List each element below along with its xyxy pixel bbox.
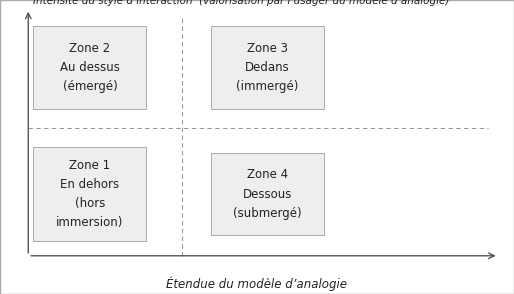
Text: Au dessus: Au dessus (60, 61, 120, 74)
Bar (33, 147, 146, 241)
Text: immersion): immersion) (56, 216, 124, 229)
Bar (211, 26, 324, 109)
Text: Zone 3: Zone 3 (247, 42, 288, 55)
Text: Zone 1: Zone 1 (69, 159, 111, 172)
Text: Intensité du style d’interaction  (valorisation par l’usager du modèle d’analogi: Intensité du style d’interaction (valori… (33, 0, 450, 6)
Text: Zone 2: Zone 2 (69, 42, 111, 55)
Text: (hors: (hors (75, 197, 105, 210)
Text: (immergé): (immergé) (236, 80, 299, 93)
Bar (33, 26, 146, 109)
Bar (211, 153, 324, 235)
Text: Étendue du modèle d’analogie: Étendue du modèle d’analogie (167, 277, 347, 291)
Text: (émergé): (émergé) (63, 80, 117, 93)
Text: Zone 4: Zone 4 (247, 168, 288, 181)
Text: Dessous: Dessous (243, 188, 292, 201)
Text: En dehors: En dehors (60, 178, 120, 191)
Text: (submergé): (submergé) (233, 207, 302, 220)
Text: Dedans: Dedans (245, 61, 290, 74)
